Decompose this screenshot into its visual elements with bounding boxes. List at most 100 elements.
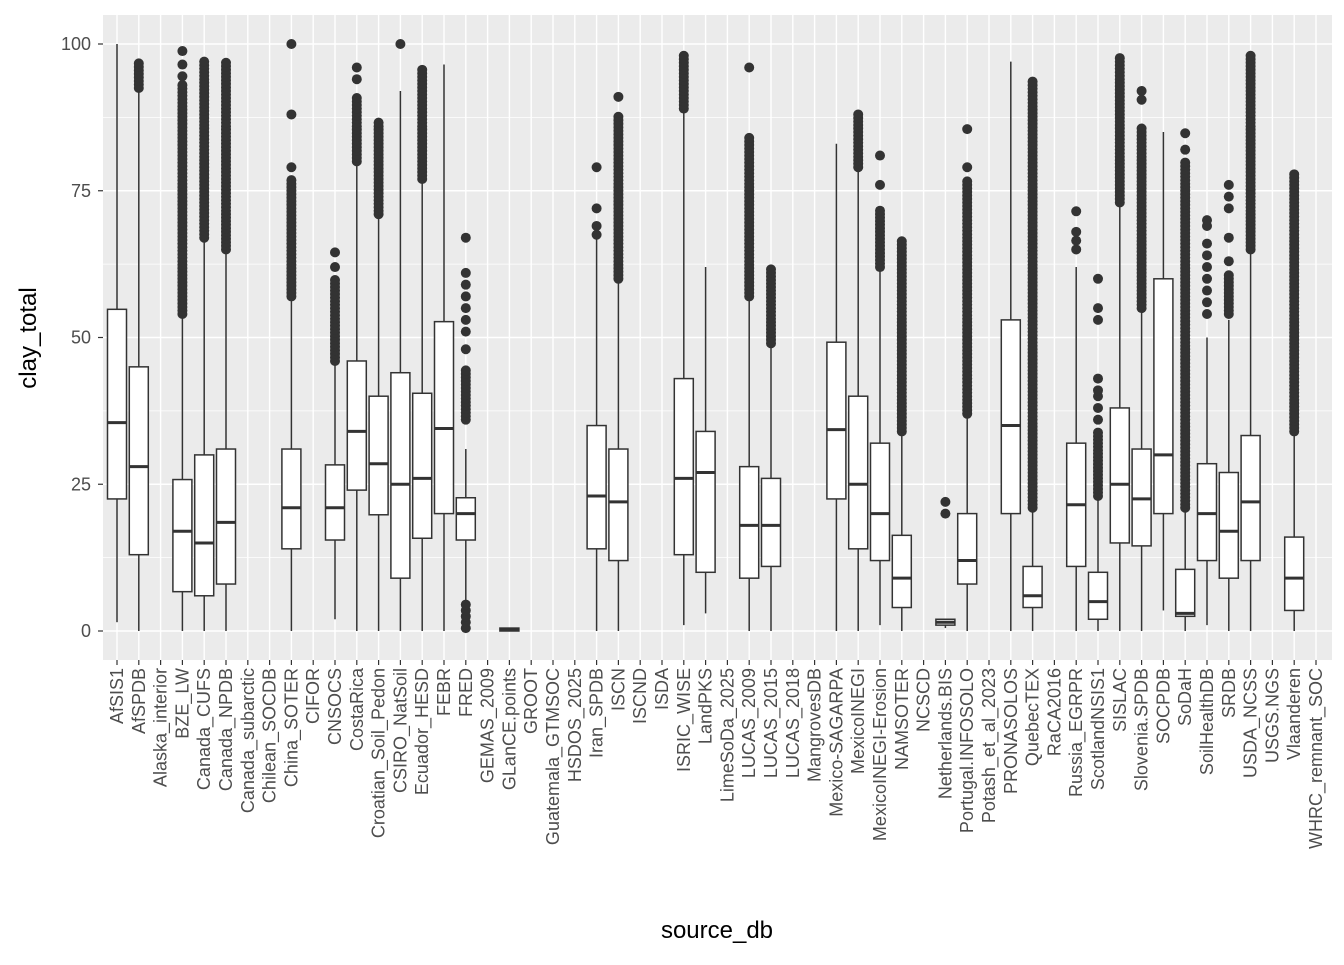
box-iqr bbox=[869, 442, 891, 562]
x-tick-label: PRONASOLOS bbox=[1001, 668, 1021, 794]
outlier-point bbox=[613, 111, 624, 122]
outlier-point bbox=[853, 109, 864, 120]
box-iqr bbox=[1022, 565, 1043, 609]
box-iqr bbox=[956, 512, 978, 585]
outlier-point bbox=[1223, 256, 1234, 267]
x-tick-label: Guatemala_GTMSOC bbox=[543, 668, 564, 845]
outlier-point bbox=[133, 58, 144, 69]
outlier-point bbox=[1093, 385, 1103, 396]
outlier-point bbox=[351, 62, 362, 73]
box-iqr bbox=[1218, 471, 1240, 579]
outlier-point bbox=[286, 109, 297, 120]
box-iqr bbox=[455, 497, 477, 541]
box-Netherlands.BIS bbox=[935, 496, 956, 629]
x-tick-label: CIFOR bbox=[303, 668, 323, 724]
box-iqr bbox=[1240, 434, 1261, 562]
outlier-point bbox=[1093, 414, 1103, 425]
outlier-point bbox=[744, 62, 755, 73]
box-iqr bbox=[106, 308, 128, 500]
x-tick-label: USDA_NCSS bbox=[1241, 668, 1262, 778]
x-tick-label: Iran_SPDB bbox=[587, 668, 608, 758]
box-Vlaanderen bbox=[1283, 169, 1305, 631]
x-tick-label: Vlaanderen bbox=[1284, 668, 1304, 760]
x-tick-label: SRDB bbox=[1219, 668, 1239, 718]
box-iqr bbox=[673, 377, 695, 556]
outlier-point bbox=[177, 46, 188, 57]
outlier-point bbox=[1114, 53, 1125, 64]
outlier-point bbox=[1071, 235, 1082, 246]
box-iqr bbox=[1109, 407, 1131, 544]
x-tick-label: Canada_NPDB bbox=[216, 668, 237, 791]
x-axis-title: source_db bbox=[661, 917, 773, 944]
outlier-point bbox=[962, 176, 973, 187]
x-tick-label: LUCAS_2015 bbox=[761, 668, 782, 778]
x-tick-label: MexicoINEGI bbox=[848, 668, 868, 774]
y-tick-label: 75 bbox=[71, 181, 91, 201]
box-iqr bbox=[215, 448, 237, 585]
box-iqr bbox=[760, 477, 782, 568]
x-tick-label: ISDA bbox=[652, 668, 672, 710]
box-FRED bbox=[455, 232, 477, 634]
outlier-point bbox=[286, 175, 297, 186]
y-axis-title: clay_total bbox=[15, 287, 42, 388]
y-tick-label: 0 bbox=[81, 621, 91, 641]
x-tick-label: HSDOS_2025 bbox=[565, 668, 586, 782]
x-tick-label: LandPKS bbox=[696, 668, 716, 744]
outlier-point bbox=[1136, 123, 1147, 134]
outlier-point bbox=[591, 220, 602, 231]
y-axis: 0 25 50 75 100 bbox=[61, 34, 103, 641]
box-iqr bbox=[433, 320, 455, 515]
box-SRDB bbox=[1218, 179, 1240, 631]
box-iqr bbox=[390, 371, 411, 579]
box-Canada_CUFS bbox=[193, 56, 215, 631]
outlier-point bbox=[1136, 94, 1147, 105]
outlier-point bbox=[875, 205, 885, 216]
outlier-point bbox=[766, 264, 776, 275]
x-tick-label: SISLAC bbox=[1110, 668, 1130, 732]
box-AfSPDB bbox=[128, 58, 150, 631]
outlier-point bbox=[177, 80, 188, 91]
outlier-point bbox=[373, 117, 384, 128]
box-SISLAC bbox=[1109, 53, 1131, 631]
box-FEBR bbox=[433, 64, 455, 631]
box-iqr bbox=[1087, 571, 1109, 621]
box-ISCN bbox=[608, 91, 629, 631]
outlier-point bbox=[1202, 262, 1212, 273]
outlier-point bbox=[460, 291, 471, 302]
x-tick-label: AfSPDB bbox=[129, 668, 149, 734]
box-iqr bbox=[586, 424, 607, 550]
outlier-point bbox=[460, 279, 471, 290]
outlier-point bbox=[1202, 250, 1212, 261]
outlier-point bbox=[1136, 85, 1147, 96]
outlier-point bbox=[330, 262, 340, 273]
outlier-point bbox=[460, 314, 471, 325]
outlier-point bbox=[1223, 232, 1234, 243]
box-iqr bbox=[368, 395, 389, 516]
box-iqr bbox=[346, 360, 368, 491]
box-Mexico-SAGARPA bbox=[826, 143, 847, 631]
outlier-point bbox=[1180, 157, 1191, 168]
outlier-point bbox=[1093, 273, 1103, 284]
outlier-point bbox=[1180, 128, 1191, 139]
box-SoilHealthDB bbox=[1196, 215, 1218, 626]
y-tick-label: 100 bbox=[61, 34, 91, 54]
outlier-point bbox=[177, 59, 188, 70]
box-iqr bbox=[608, 448, 629, 562]
outlier-point bbox=[460, 303, 471, 314]
x-tick-label: MangrovesDB bbox=[805, 668, 825, 782]
x-tick-label: FEBR bbox=[434, 668, 454, 716]
x-tick-label: ISCND bbox=[630, 668, 650, 724]
x-tick-label: Netherlands.BIS bbox=[935, 668, 955, 799]
box-MexicoINEGI-Erosion bbox=[869, 150, 891, 626]
x-tick-label: FRED bbox=[456, 668, 476, 717]
outlier-point bbox=[351, 93, 362, 104]
box-QuebecTEX bbox=[1022, 76, 1043, 631]
box-LUCAS_2015 bbox=[760, 264, 782, 631]
outlier-point bbox=[286, 39, 297, 49]
x-tick-label: LUCAS_2018 bbox=[783, 668, 804, 778]
x-tick-label: NCSCD bbox=[914, 668, 934, 732]
box-iqr bbox=[1153, 278, 1174, 515]
box-iqr bbox=[411, 392, 433, 540]
box-PRONASOLOS bbox=[1000, 61, 1022, 631]
box-iqr bbox=[826, 341, 847, 500]
